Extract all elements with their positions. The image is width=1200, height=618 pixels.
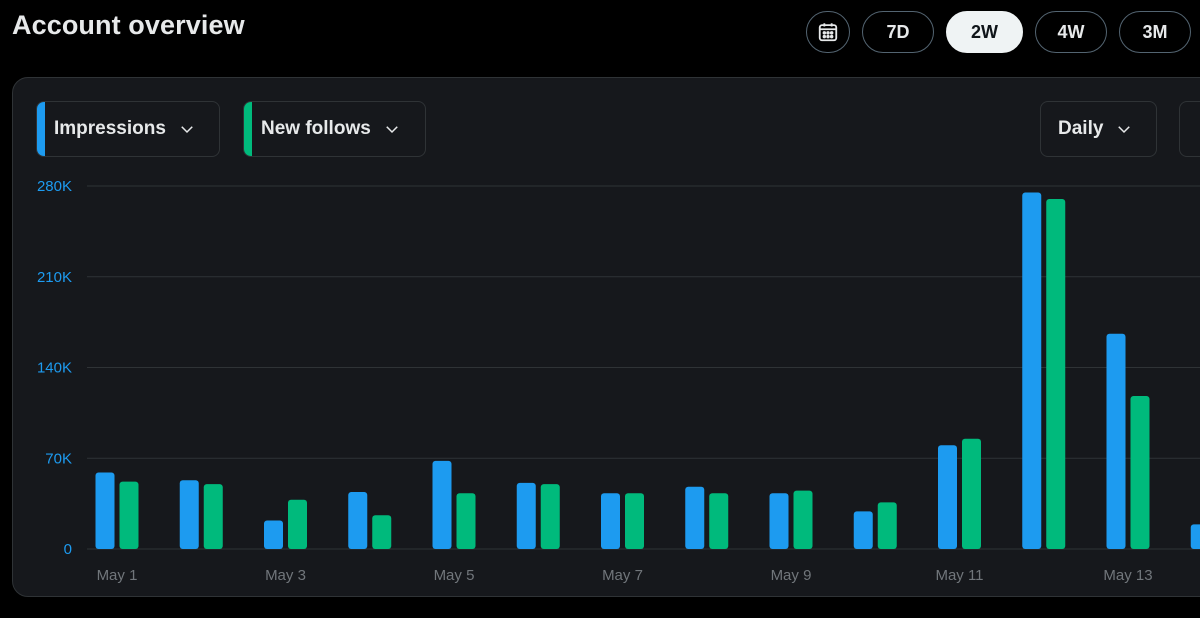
chevron-down-icon [178,120,196,138]
x-tick-label: May 9 [771,567,812,584]
range-4w-button[interactable]: 4W [1035,11,1107,53]
new-follows-bar[interactable] [877,502,897,549]
x-tick-label: May 1 [97,567,138,584]
y-tick-label: 70K [45,450,72,467]
impressions-bar[interactable] [348,491,368,549]
chevron-down-icon [1115,120,1133,138]
interval-dropdown[interactable]: Daily [1040,101,1157,157]
impressions-bar[interactable] [1190,524,1200,549]
impressions-dropdown-label: Impressions [54,118,166,139]
impressions-bar[interactable] [516,482,536,549]
impressions-bar[interactable] [1022,192,1042,549]
impressions-bar[interactable] [769,493,789,549]
new-follows-bar[interactable] [119,481,139,549]
calendar-icon [818,23,838,42]
chart-panel: Impressions New follows Daily 0 70K 140K 21… [12,77,1200,597]
impressions-bar[interactable] [601,493,620,549]
new-follows-metric-dropdown[interactable]: New follows [243,101,426,157]
range-3m-button[interactable]: 3M [1119,11,1191,53]
calendar-button[interactable] [806,11,850,53]
x-tick-label: May 13 [1103,567,1152,584]
x-tick-label: May 5 [434,567,475,584]
range-7d-button[interactable]: 7D [862,11,934,53]
x-tick-label: May 3 [265,567,306,584]
y-tick-label: 140K [37,360,72,377]
impressions-bar[interactable] [685,486,705,549]
date-range-selector: 7D 2W 4W 3M [806,11,1191,55]
new-follows-bar[interactable] [962,438,981,549]
impressions-bar[interactable] [853,511,873,549]
new-follows-bar[interactable] [288,499,307,549]
y-tick-label: 280K [37,178,72,195]
x-tick-label: May 11 [935,567,983,584]
impressions-bar[interactable] [179,480,199,549]
impressions-color-swatch [37,102,45,156]
new-follows-color-swatch [244,102,252,156]
interval-dropdown-label: Daily [1058,118,1104,139]
new-follows-bar[interactable] [1130,396,1150,549]
y-tick-label: 210K [37,269,72,286]
impressions-bar[interactable] [95,472,115,549]
new-follows-bar[interactable] [793,490,813,549]
x-tick-label: May 7 [602,567,643,584]
new-follows-bar[interactable] [540,484,560,549]
bar-chart: 0 70K 140K 210K 280K May 1 May 3 May 5 May 7 May … [37,178,1200,584]
impressions-bar[interactable] [432,460,452,549]
new-follows-bar[interactable] [203,484,223,549]
impressions-bar[interactable] [1106,333,1126,549]
new-follows-bar[interactable] [456,493,476,549]
new-follows-dropdown-label: New follows [261,118,371,139]
new-follows-bar[interactable] [372,515,392,549]
range-2w-button[interactable]: 2W [946,11,1023,53]
new-follows-bar[interactable] [625,493,644,549]
impressions-bar[interactable] [264,520,283,549]
new-follows-bar[interactable] [709,493,729,549]
new-follows-bar[interactable] [1046,198,1066,549]
y-tick-label: 0 [64,541,72,558]
more-options-button[interactable] [1179,101,1200,157]
impressions-metric-dropdown[interactable]: Impressions [36,101,220,157]
impressions-bar[interactable] [938,445,957,549]
page-title: Account overview [12,10,245,40]
chevron-down-icon [383,120,401,138]
